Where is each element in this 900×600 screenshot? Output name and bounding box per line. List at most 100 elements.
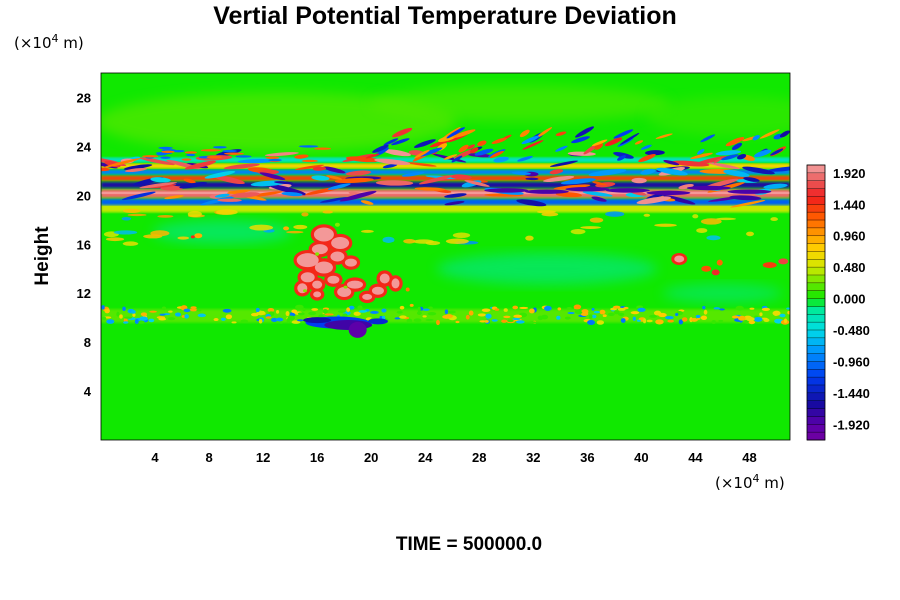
y-tick-label: 8: [84, 335, 91, 350]
field-cell: [591, 196, 607, 202]
colorbar-label: 1.440: [833, 197, 866, 212]
field-cell: [159, 313, 166, 316]
field-cell: [139, 182, 177, 189]
field-cell: [522, 140, 544, 150]
field-cell: [783, 318, 788, 324]
field-cell: [716, 259, 723, 266]
field-cell: [311, 175, 330, 181]
field-cell: [469, 147, 479, 154]
plot-frame: [100, 72, 791, 441]
field-cell: [553, 184, 591, 190]
field-cell: [183, 178, 196, 184]
y-tick-label: 20: [77, 188, 91, 203]
field-cell: [468, 310, 474, 316]
field-cell: [324, 313, 334, 316]
field-cell: [692, 214, 699, 219]
field-cell: [560, 178, 596, 185]
field-cell: [525, 177, 539, 181]
field-cell: [772, 310, 781, 316]
field-cell: [770, 148, 784, 156]
field-cell: [737, 315, 746, 321]
field-cell: [623, 306, 629, 310]
field-cell: [179, 182, 208, 189]
field-cell: [225, 314, 233, 320]
colorbar-frame: [806, 164, 826, 441]
field-cell: [190, 306, 197, 309]
field-cell: [382, 163, 398, 169]
field-cell: [125, 168, 148, 173]
field-cell: [512, 317, 521, 321]
field-cell: [441, 126, 461, 140]
colorbar-swatch: [807, 298, 825, 307]
field-cell: [582, 191, 613, 197]
field-cell: [716, 217, 736, 221]
colorbar-swatch: [807, 227, 825, 237]
field-cell: [730, 200, 766, 208]
field-cell: [567, 151, 596, 156]
field-cell: [663, 160, 680, 166]
field-cell: [383, 138, 399, 146]
field-cell: [779, 313, 786, 318]
field-cell: [711, 269, 720, 276]
field-cell: [708, 162, 741, 170]
field-cell: [281, 192, 303, 197]
field-cell: [379, 273, 390, 284]
colorbar-swatch: [807, 345, 825, 354]
field-cell: [268, 158, 282, 162]
field-cell: [646, 319, 653, 323]
field-cell: [295, 304, 304, 310]
field-cell: [101, 167, 110, 172]
field-cell: [403, 239, 416, 244]
field-cell: [701, 265, 712, 272]
field-cell: [189, 308, 198, 312]
field-cell: [139, 316, 148, 321]
field-cell: [365, 153, 380, 159]
field-cell: [181, 158, 192, 161]
field-cell: [413, 318, 422, 323]
field-cell: [184, 314, 189, 319]
field-layer: [101, 85, 790, 338]
field-cell: [122, 208, 141, 213]
field-cell: [413, 239, 435, 244]
colorbar-swatch: [807, 377, 825, 386]
colorbar-swatch: [807, 180, 825, 189]
field-cell: [184, 160, 217, 170]
field-cell: [542, 175, 575, 182]
field-cell: [643, 213, 651, 217]
y-tick-label: 16: [77, 237, 91, 252]
field-cell: [474, 148, 494, 156]
field-cell: [420, 147, 443, 157]
field-cell: [591, 139, 608, 147]
field-cell: [240, 319, 249, 323]
field-cell: [139, 157, 175, 166]
field-cell: [607, 312, 615, 317]
field-cell: [251, 312, 259, 317]
field-cell: [593, 310, 600, 314]
field-cell: [148, 318, 155, 323]
field-cell: [541, 212, 559, 217]
field-cell: [516, 199, 547, 207]
colorbar-swatch: [807, 275, 825, 284]
field-cell: [231, 321, 237, 324]
field-cell: [557, 307, 562, 311]
field-cell: [406, 318, 413, 323]
field-band: [101, 203, 790, 213]
field-cell: [662, 283, 783, 304]
colorbar-swatch: [807, 306, 825, 315]
field-cell: [503, 315, 511, 319]
colorbar-swatch: [807, 172, 825, 182]
field-cell: [481, 308, 491, 312]
colorbar-swatch: [807, 196, 825, 205]
field-cell: [399, 315, 407, 319]
field-cell: [602, 314, 607, 318]
field-cell: [555, 131, 567, 136]
field-cell: [678, 319, 684, 325]
field-cell: [362, 293, 373, 300]
field-cell: [331, 237, 350, 250]
field-cell: [177, 236, 190, 240]
field-cell: [767, 166, 790, 172]
colorbar-swatch: [807, 361, 825, 370]
y-unit-label: (×104 m): [14, 32, 84, 52]
field-cell: [759, 312, 763, 317]
colorbar-swatch: [807, 259, 825, 268]
